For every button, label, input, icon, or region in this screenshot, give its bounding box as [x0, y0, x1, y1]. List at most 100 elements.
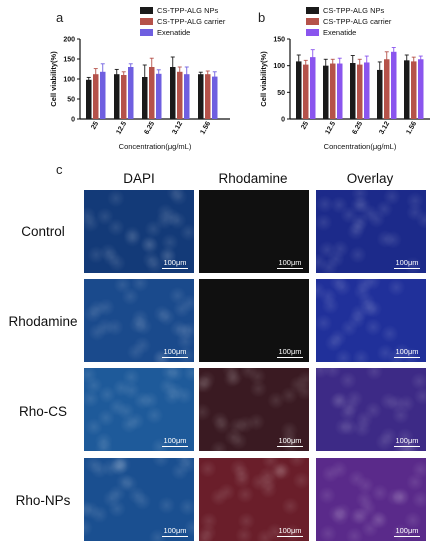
chart-b-bar	[384, 59, 390, 119]
chart-b-ytick-label: 50	[277, 90, 285, 97]
chart-a-ytick-label: 0	[71, 117, 75, 124]
chart-a-bar	[212, 76, 218, 119]
chart-b-bar	[337, 63, 343, 119]
scale-bar-label: 100μm	[163, 347, 187, 356]
chart-a-ylabel: Cell viability(%)	[49, 51, 58, 107]
column-header-overlay: Overlay	[346, 171, 394, 186]
chart-b: 0 50 100 150 Cell viability(%) 25 12.5 6.25 3.12…	[259, 6, 430, 151]
chart-b-xtick-label: 3.12	[378, 120, 391, 135]
chart-a-xlabel: Concentration(μg/mL)	[119, 142, 192, 151]
scale-bar: 100μm	[162, 437, 188, 447]
chart-a-bar	[177, 71, 183, 119]
scale-bar-line	[162, 357, 188, 358]
panel-letter-b: b	[258, 10, 266, 25]
chart-b-bar	[330, 63, 336, 119]
scale-bar-line	[394, 268, 420, 269]
chart-b-legend-swatch	[306, 18, 319, 25]
scale-bar-line	[162, 268, 188, 269]
chart-a-bar	[205, 74, 211, 119]
row-label-rho-nps: Rho-NPs	[15, 493, 71, 508]
scale-bar-line	[277, 536, 303, 537]
scale-bar-line	[394, 357, 420, 358]
row-label-control: Control	[21, 224, 65, 239]
chart-b-bar	[296, 61, 302, 119]
chart-a-legend-swatch	[140, 18, 153, 25]
micrograph-rho-cs-overlay: 100μm	[316, 368, 426, 451]
chart-b-legend-swatch	[306, 29, 319, 36]
scale-bar: 100μm	[277, 259, 303, 269]
chart-a-xtick-label: 3.12	[171, 120, 184, 135]
scale-bar-label: 100μm	[395, 347, 419, 356]
scale-bar: 100μm	[277, 527, 303, 537]
micrograph-rho-cs-rhodamine: 100μm	[199, 368, 309, 451]
chart-b-bar	[411, 61, 417, 119]
panel-letter-c: c	[56, 162, 63, 177]
scale-bar-label: 100μm	[278, 258, 302, 267]
chart-b-bar	[357, 64, 363, 119]
micrograph-rho-nps-dapi: 100μm	[84, 458, 194, 541]
chart-b-bar	[323, 65, 329, 119]
chart-b-xlabel: Concentration(μg/mL)	[324, 142, 397, 151]
chart-b-xtick-label: 12.5	[324, 120, 337, 135]
chart-a-bar	[100, 71, 106, 119]
chart-b-legend-label: CS-TPP-ALG NPs	[323, 6, 385, 15]
chart-a-bar	[184, 74, 190, 119]
chart-a: 0 50 100 150 200 Cell viability(%) 25 12.5 6.25 3…	[49, 6, 230, 151]
chart-a-bar	[121, 75, 127, 119]
micrograph-control-dapi: 100μm	[84, 190, 194, 273]
chart-b-xtick-label: 6.25	[351, 120, 364, 135]
chart-a-xtick-label: 25	[90, 120, 100, 130]
chart-b-bar	[310, 57, 316, 119]
chart-b-bar	[377, 69, 383, 119]
chart-a-bar	[114, 74, 120, 119]
chart-a-bar	[86, 79, 92, 119]
scale-bar-line	[277, 446, 303, 447]
chart-a-legend-swatch	[140, 29, 153, 36]
row-label-rho-cs: Rho-CS	[18, 404, 67, 419]
chart-b-legend-label: CS-TPP-ALG carrier	[323, 17, 392, 26]
scale-bar-label: 100μm	[278, 526, 302, 535]
scale-bar-label: 100μm	[395, 526, 419, 535]
scale-bar: 100μm	[277, 348, 303, 358]
micrograph-rho-nps-overlay: 100μm	[316, 458, 426, 541]
scale-bar: 100μm	[277, 437, 303, 447]
chart-a-bar	[156, 73, 162, 119]
chart-a-ytick-label: 50	[67, 97, 75, 104]
scale-bar-label: 100μm	[163, 436, 187, 445]
scale-bar-line	[394, 446, 420, 447]
scale-bar-label: 100μm	[278, 436, 302, 445]
scale-bar-line	[277, 357, 303, 358]
chart-a-bar	[149, 67, 155, 119]
scale-bar-label: 100μm	[278, 347, 302, 356]
scale-bar-label: 100μm	[163, 526, 187, 535]
scale-bar-label: 100μm	[395, 258, 419, 267]
scale-bar: 100μm	[394, 437, 420, 447]
micrograph-control-rhodamine: 100μm	[199, 190, 309, 273]
micrograph-rho-nps-rhodamine: 100μm	[199, 458, 309, 541]
chart-b-bar	[391, 51, 397, 119]
chart-a-ytick-label: 100	[63, 77, 75, 84]
chart-a-xtick-label: 1.56	[199, 120, 212, 135]
chart-a-legend-swatch	[140, 7, 153, 14]
chart-a-bar	[128, 67, 134, 119]
chart-a-ytick-label: 200	[63, 37, 75, 44]
scale-bar: 100μm	[162, 348, 188, 358]
chart-b-legend-swatch	[306, 7, 319, 14]
chart-a-legend-label: CS-TPP-ALG carrier	[157, 17, 226, 26]
scale-bar-line	[394, 536, 420, 537]
chart-a-bar	[142, 77, 148, 119]
scale-bar-label: 100μm	[163, 258, 187, 267]
chart-b-bar	[364, 62, 370, 119]
scale-bar-line	[162, 536, 188, 537]
chart-a-bar	[93, 74, 99, 119]
scale-bar: 100μm	[394, 259, 420, 269]
scale-bar-label: 100μm	[395, 436, 419, 445]
chart-a-legend-label: CS-TPP-ALG NPs	[157, 6, 219, 15]
scale-bar: 100μm	[162, 527, 188, 537]
chart-b-bar	[303, 64, 309, 119]
chart-b-ytick-label: 0	[281, 117, 285, 124]
panel-letter-a: a	[56, 10, 64, 25]
chart-b-legend-label: Exenatide	[323, 28, 356, 37]
chart-b-xtick-label: 25	[300, 120, 310, 130]
micrograph-rhodamine-dapi: 100μm	[84, 279, 194, 362]
